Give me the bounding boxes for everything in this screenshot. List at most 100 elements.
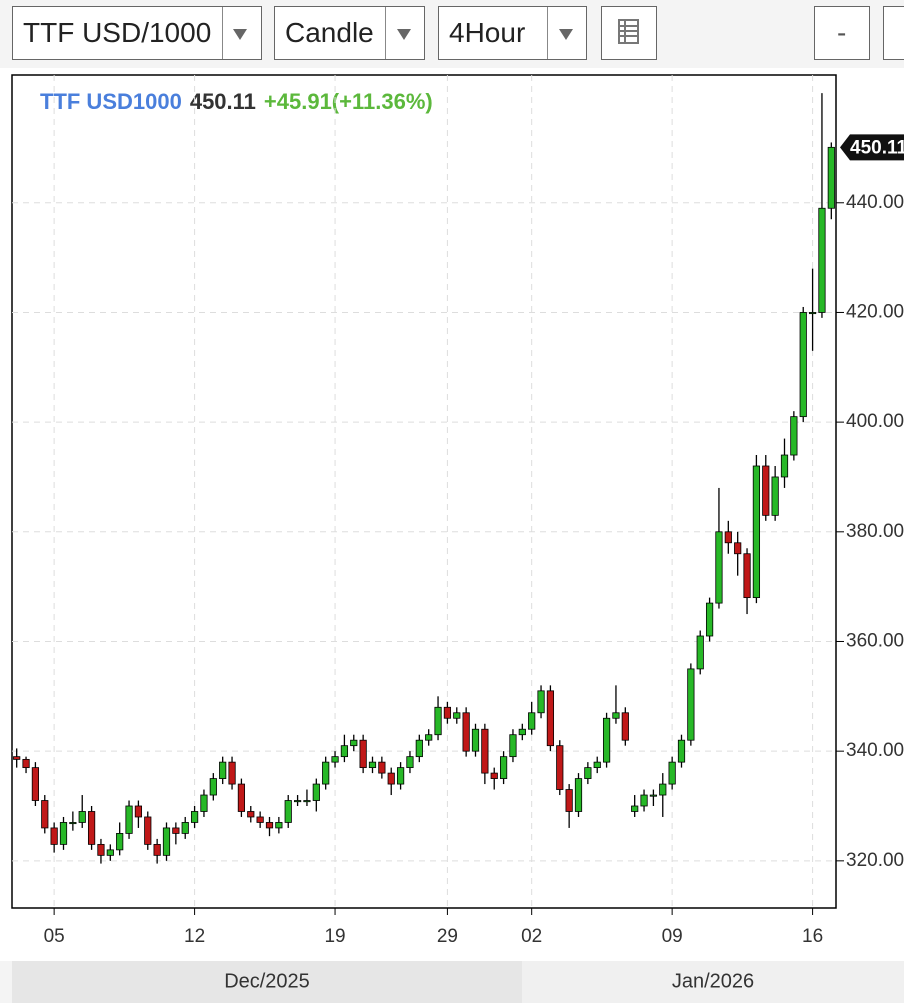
separator [222, 7, 223, 59]
candle-body [649, 794, 658, 797]
candle-body [528, 712, 536, 730]
candle-body [293, 800, 302, 803]
x-tick-label: 29 [437, 926, 458, 947]
dropdown-arrow [233, 29, 247, 40]
x-tick-label: 19 [324, 926, 345, 947]
candle-body [144, 816, 152, 845]
candle-body [415, 739, 423, 758]
candle-body [219, 761, 227, 779]
candle-body [827, 146, 835, 209]
y-tick-label: 340.00 [846, 740, 904, 761]
candle-body [546, 690, 555, 747]
candle-body [780, 454, 789, 478]
symbol-select[interactable]: TTF USD/1000 [12, 6, 262, 60]
candle-body [284, 800, 292, 823]
candle-body [790, 416, 798, 456]
candle-body [631, 805, 639, 812]
candle-body [499, 756, 508, 779]
candle-body [190, 811, 199, 823]
chart-type-select[interactable]: Candle [274, 6, 425, 60]
candle-body [134, 805, 143, 818]
change: +45.91(+11.36%) [264, 89, 433, 114]
x-tick-label: 09 [662, 926, 683, 947]
price-tag-label: 450.11 [850, 137, 904, 158]
y-tick-label: 420.00 [846, 301, 904, 322]
candle-body [799, 312, 807, 418]
separator [547, 7, 548, 59]
candle-body [537, 690, 545, 714]
candle-body [237, 783, 246, 812]
candle-body [312, 783, 320, 801]
table-button[interactable] [601, 6, 657, 60]
candle-body [209, 778, 217, 796]
candle-body [153, 843, 161, 856]
candle-body [453, 712, 461, 719]
candle-body [509, 734, 517, 758]
dropdown-arrow [397, 29, 411, 40]
candle-body [331, 756, 339, 763]
candle-body [125, 805, 133, 834]
candle-body [621, 712, 629, 741]
y-tick-label: 320.00 [846, 850, 904, 871]
candle-body [715, 531, 723, 604]
candle-body [322, 761, 330, 785]
y-tick-label: 440.00 [846, 192, 904, 213]
candle-body [434, 706, 442, 736]
separator [385, 7, 386, 59]
candle-body [359, 739, 367, 769]
candle-body [687, 668, 695, 741]
price-tag [840, 134, 904, 161]
candle-body [771, 476, 779, 516]
candle-body [41, 800, 49, 829]
candle-body [256, 816, 264, 823]
candle-body [387, 772, 395, 785]
table-icon [618, 19, 639, 44]
candle-body [97, 843, 105, 856]
interval-text: 4Hour [449, 17, 526, 48]
candle-body [640, 794, 648, 807]
candle-body [593, 761, 601, 769]
period-label: Jan/2026 [672, 970, 754, 992]
candle-body [565, 789, 573, 812]
symbol-text: TTF USD/1000 [23, 17, 212, 48]
candle-body [556, 745, 564, 790]
candle-body [378, 761, 386, 774]
zoom-in-button[interactable] [883, 6, 904, 60]
zoom-out-text: - [837, 17, 847, 48]
candle-body [490, 772, 498, 779]
x-tick-label: 05 [44, 926, 65, 947]
candle-body [734, 542, 742, 555]
candle-body [87, 811, 96, 845]
y-tick-label: 380.00 [846, 521, 904, 542]
candle-body [574, 778, 583, 812]
candle-body [762, 465, 770, 516]
candle-body [518, 728, 526, 736]
period-band [522, 961, 904, 1003]
candle-body [752, 465, 761, 599]
candle-body [181, 822, 189, 834]
candle-body [696, 635, 704, 670]
interval-select[interactable]: 4Hour [438, 6, 587, 60]
x-tick-label: 12 [184, 926, 205, 947]
candle-body [462, 712, 470, 752]
zoom-out-button[interactable]: - [814, 6, 870, 60]
candle-body [481, 728, 489, 774]
candle-body [471, 728, 480, 752]
dropdown-arrow [559, 29, 573, 40]
candle-body [808, 312, 817, 315]
candle-body [350, 739, 358, 747]
candle-body [406, 756, 414, 769]
candle-body [22, 758, 30, 769]
candle-body [602, 717, 611, 763]
period-label: Dec/2025 [224, 970, 310, 992]
x-tick-label: 02 [521, 926, 542, 947]
candle-body [818, 207, 826, 313]
period-band [12, 961, 522, 1003]
candle-body [724, 531, 732, 544]
candle-body [743, 553, 751, 599]
candle-body [247, 811, 255, 818]
last-price: 450.11 [190, 89, 256, 114]
candle-body [668, 761, 676, 785]
